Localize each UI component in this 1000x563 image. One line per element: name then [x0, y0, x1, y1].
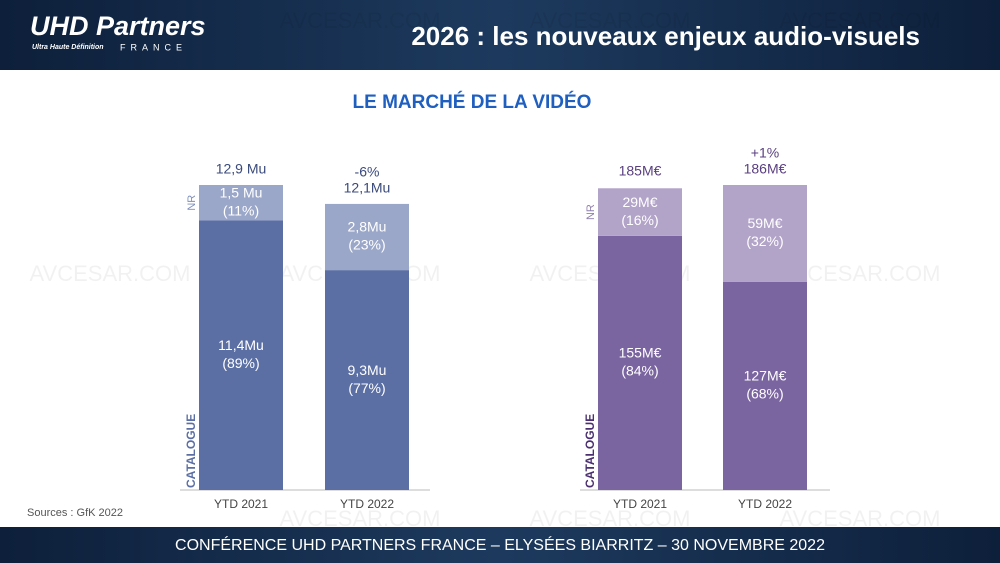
share-label: (32%): [746, 233, 783, 249]
share-label: (77%): [348, 380, 385, 396]
x-tick-label: YTD 2021: [613, 497, 667, 511]
source: Sources : GfK 2022: [27, 507, 123, 519]
value-label: 2,8Mu: [348, 219, 387, 235]
footer: CONFÉRENCE UHD PARTNERS FRANCE – ELYSÉES…: [175, 535, 825, 554]
value-label: 29M€: [622, 194, 657, 210]
total-label: 186M€: [744, 161, 787, 177]
share-label: (84%): [621, 363, 658, 379]
value-label: 9,3Mu: [348, 362, 387, 378]
change-label: +1%: [751, 145, 779, 161]
value-label: 1,5 Mu: [220, 184, 263, 200]
watermark: AVCESAR.COM: [530, 8, 691, 33]
footer-band: [0, 527, 1000, 563]
slide-title: 2026 : les nouveaux enjeux audio-visuels: [411, 21, 920, 51]
bar-segment: [199, 185, 283, 221]
share-label: (11%): [223, 202, 259, 218]
bar-segment: [199, 220, 283, 490]
share-label: (68%): [746, 386, 783, 402]
subtitle: LE MARCHÉ DE LA VIDÉO: [353, 91, 592, 113]
logo-tagline: Ultra Haute Définition: [32, 44, 104, 51]
x-tick-label: YTD 2022: [340, 497, 394, 511]
share-label: (23%): [348, 237, 385, 253]
value-label: 59M€: [747, 215, 782, 231]
series-label: NR: [186, 195, 198, 211]
bar-segment: [723, 281, 807, 490]
bar-segment: [598, 235, 682, 490]
total-label: 185M€: [619, 162, 662, 178]
total-label: 12,9 Mu: [216, 161, 267, 177]
bar-segment: [325, 203, 409, 271]
x-tick-label: YTD 2021: [214, 497, 268, 511]
bar-segment: [598, 188, 682, 236]
change-label: -6%: [355, 164, 380, 180]
share-label: (16%): [621, 212, 658, 228]
value-label: 11,4Mu: [218, 337, 264, 353]
share-label: (89%): [222, 355, 259, 371]
watermark: AVCESAR.COM: [780, 506, 941, 531]
watermark: AVCESAR.COM: [530, 506, 691, 531]
series-label: CATALOGUE: [583, 414, 597, 488]
watermark: AVCESAR.COM: [780, 8, 941, 33]
watermark: AVCESAR.COM: [280, 506, 441, 531]
logo-country: FRANCE: [120, 42, 187, 52]
x-tick-label: YTD 2022: [738, 497, 792, 511]
bar-segment: [325, 270, 409, 490]
value-label: 155M€: [619, 345, 662, 361]
total-label: 12,1Mu: [344, 180, 391, 196]
value-label: 127M€: [744, 368, 787, 384]
watermark: AVCESAR.COM: [30, 261, 191, 286]
series-label: CATALOGUE: [184, 414, 198, 488]
series-label: NR: [585, 204, 597, 220]
bar-segment: [723, 185, 807, 282]
watermark: AVCESAR.COM: [280, 8, 441, 33]
logo: UHD Partners: [30, 11, 206, 41]
header-band: [0, 0, 1000, 70]
